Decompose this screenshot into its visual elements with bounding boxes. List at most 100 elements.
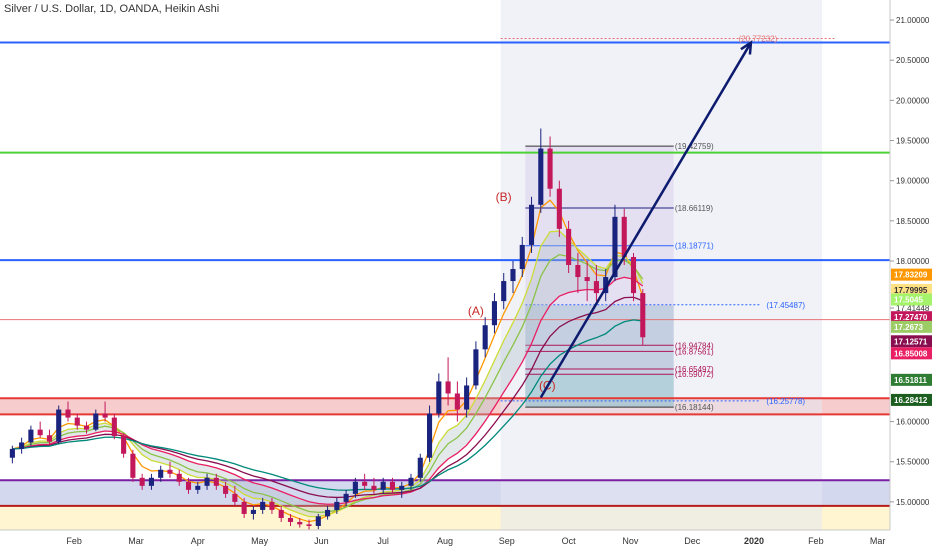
moving-averages-layer [12,199,644,523]
y-tick-label-3: 19.50000 [896,137,930,146]
price-badge-2: 17.5045 [894,296,923,305]
level-label-5: (16.94784) [675,341,714,350]
candle-body-29 [278,509,284,518]
candle-body-39 [371,485,377,490]
x-tick-label-11: 2020 [744,536,764,546]
price-badge-1: 17.79995 [894,286,928,295]
candle-body-59 [556,188,562,229]
price-badge-5: 17.12571 [894,337,928,346]
candle-body-30 [287,517,294,522]
candle-body-24 [232,493,238,502]
x-tick-label-12: Feb [808,536,824,546]
y-tick-label-4: 19.00000 [896,177,930,186]
candle-body-46 [436,381,442,414]
candle-body-50 [473,349,479,386]
candle-body-40 [380,481,386,490]
candle-body-63 [593,281,599,294]
candle-body-61 [575,265,581,278]
candle-body-48 [454,393,460,410]
candle-body-14 [139,477,145,486]
ma-pink [12,276,644,505]
chart-title: Silver / U.S. Dollar, 1D, OANDA, Heikin … [4,3,220,15]
price-badge-3: 17.27470 [894,313,928,322]
candle-body-9 [93,413,99,430]
x-tick-label-4: Jun [314,536,329,546]
wave-label-1: (A) [468,304,484,318]
x-tick-label-13: Mar [870,536,886,546]
candle-body-15 [148,477,154,486]
projection-box-target [525,373,674,408]
price-badge-bg-6 [891,347,932,360]
candle-body-31 [297,521,303,525]
projection-arrow-line [539,41,753,399]
candle-body-51 [482,325,488,350]
candle-body-65 [612,216,618,278]
ma-teal [12,319,643,491]
price-badge-4: 17.2673 [894,323,923,332]
candle-body-38 [362,481,368,486]
projection-date-range [500,0,823,530]
level-label-2: (18.66119) [675,204,713,213]
candle-body-64 [603,277,609,294]
y-tick-label-8: 16.00000 [896,418,930,427]
candle-body-0 [9,448,15,458]
candle-body-35 [334,501,340,510]
x-tick-label-2: Apr [191,536,205,546]
candle-body-44 [417,457,423,478]
candle-body-5 [56,409,62,442]
candle-body-10 [102,413,108,418]
candle-body-37 [352,481,358,494]
candle-body-49 [464,385,470,410]
y-tick-label-6: 18.00000 [896,257,930,266]
candle-body-36 [343,493,349,502]
y-tick-label-2: 20.00000 [896,96,930,105]
candle-body-1 [19,442,25,449]
price-badge-bg-8 [891,393,932,406]
candle-body-68 [640,293,646,338]
candles-layer [9,128,646,530]
labels-layer: (20.77232) (19.42759) (18.66119) (18.18771)… [468,35,806,413]
wave-label-0: (B) [496,190,512,204]
x-tick-label-7: Sep [499,536,515,546]
x-tick-label-6: Aug [437,536,453,546]
level-label-10: (16.18144) [675,403,714,412]
level-label-0: (20.77232) [739,35,778,44]
price-badge-7: 16.51811 [894,376,927,385]
candle-body-22 [213,477,219,486]
candle-body-4 [46,435,52,442]
candle-body-18 [176,473,182,482]
x-tick-label-9: Nov [622,536,639,546]
candle-body-47 [445,381,451,394]
candle-body-55 [519,244,525,270]
y-tick-label-7: 17.41448 [896,304,930,313]
y-tick-label-1: 20.50000 [896,56,930,65]
price-badge-bg-1 [891,283,932,296]
horizontal-lines-layer [0,38,890,507]
candle-body-33 [315,516,321,526]
candle-body-32 [306,524,312,526]
candle-body-53 [501,281,507,302]
y-tick-label-10: 15.00000 [896,498,930,507]
candle-body-7 [74,417,80,426]
candle-body-25 [241,501,247,514]
time-axis-bg [0,530,932,550]
candle-body-60 [566,228,572,265]
level-label-9: (16.25778) [766,397,805,406]
candle-body-6 [65,409,71,418]
level-label-3: (18.18771) [675,242,714,251]
candle-body-8 [83,425,90,430]
candle-body-19 [185,481,192,490]
price-badge-8: 16.28412 [894,396,928,405]
price-badge-bg-5 [891,335,932,348]
price-badge-bg-0 [891,268,932,281]
level-label-8: (16.59072) [675,370,714,379]
candle-body-67 [630,256,637,294]
candle-body-20 [195,485,201,490]
x-tick-label-10: Dec [684,536,701,546]
level-label-1: (19.42759) [675,142,714,151]
candle-body-45 [426,413,433,458]
candle-body-13 [130,453,136,478]
candle-body-58 [547,148,553,189]
x-tick-label-0: Feb [66,536,82,546]
